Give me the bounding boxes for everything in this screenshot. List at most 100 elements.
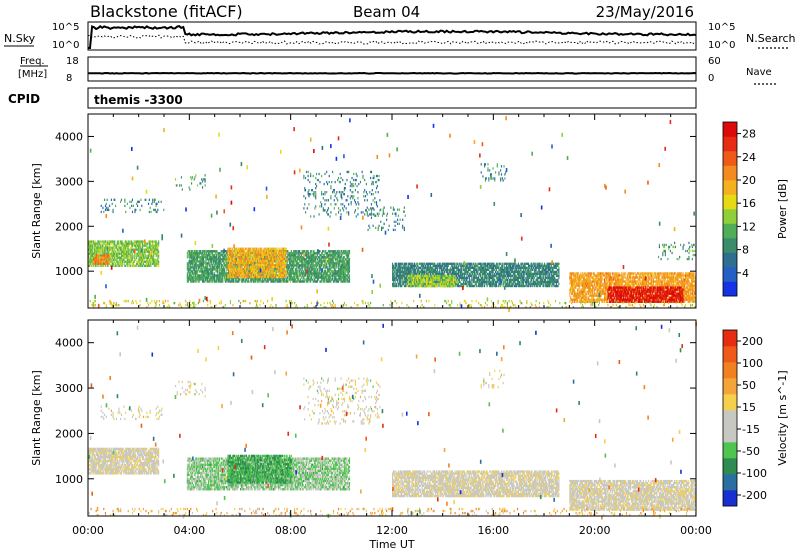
echo-cell: [456, 265, 457, 267]
echo-cell: [247, 252, 248, 254]
echo-cell: [139, 249, 140, 251]
echo-cell: [457, 277, 458, 279]
echo-cell: [435, 269, 436, 271]
freq-tick-low: 8: [66, 73, 72, 84]
echo-cell: [321, 254, 322, 256]
echo-cell: [332, 276, 333, 278]
echo-cell: [245, 268, 246, 270]
echo-cell: [294, 276, 295, 278]
echo-cell: [341, 250, 342, 252]
echo-cell: [210, 262, 211, 264]
echo-cell: [129, 244, 130, 246]
echo-cell: [95, 265, 96, 267]
echo-cell: [226, 260, 227, 262]
echo-cell: [189, 250, 190, 252]
echo-cell: [204, 280, 205, 282]
echo-cell: [119, 265, 120, 267]
echo-cell: [157, 249, 158, 251]
echo-cell: [270, 250, 271, 252]
echo-cell: [158, 255, 159, 257]
echo-cell: [98, 244, 99, 246]
echo-cell: [129, 240, 130, 242]
echo-cell: [329, 252, 330, 254]
echo-cell: [397, 281, 398, 283]
echo-cell: [214, 278, 215, 280]
echo-cell: [118, 263, 119, 265]
echo-cell: [408, 265, 409, 267]
echo-cell: [393, 265, 394, 267]
echo-cell: [256, 262, 257, 264]
echo-cell: [261, 266, 262, 268]
echo-cell: [441, 267, 442, 269]
echo-cell: [411, 269, 412, 271]
echo-cell: [339, 254, 340, 256]
echo-cell: [158, 265, 159, 267]
echo-cell: [110, 249, 111, 251]
echo-cell: [221, 262, 222, 264]
echo-cell: [392, 263, 393, 265]
echo-cell: [117, 259, 118, 261]
echo-cell: [194, 268, 195, 270]
echo-cell: [210, 254, 211, 256]
echo-cell: [105, 249, 106, 251]
echo-cell: [258, 248, 259, 250]
echo-cell: [255, 280, 256, 282]
echo-cell: [296, 268, 297, 270]
echo-cell: [187, 274, 188, 276]
noise-panel: N.Sky N.Search 10^5 10^0 10^5 10^0: [4, 22, 796, 51]
echo-cell: [437, 263, 438, 265]
echo-cell: [98, 254, 99, 256]
echo-cell: [203, 258, 204, 260]
echo-cell: [216, 260, 217, 262]
echo-cell: [192, 264, 193, 266]
echo-cell: [415, 271, 416, 273]
echo-cell: [253, 262, 254, 264]
echo-cell: [244, 256, 245, 258]
echo-cell: [233, 256, 234, 258]
echo-cell: [99, 242, 100, 244]
echo-cell: [199, 254, 200, 256]
echo-cell: [275, 280, 276, 282]
echo-cell: [285, 254, 286, 256]
echo-cell: [205, 280, 206, 282]
echo-cell: [197, 250, 198, 252]
freq-tick-high: 18: [66, 56, 79, 67]
echo-cell: [323, 250, 324, 252]
echo-cell: [402, 263, 403, 265]
echo-cell: [273, 260, 274, 262]
echo-cell: [130, 253, 131, 255]
echo-cell: [333, 260, 334, 262]
echo-cell: [400, 281, 401, 283]
echo-cell: [247, 262, 248, 264]
echo-cell: [327, 272, 328, 274]
echo-cell: [315, 268, 316, 270]
echo-cell: [261, 248, 262, 250]
echo-cell: [284, 268, 285, 270]
echo-cell: [248, 276, 249, 278]
echo-cell: [282, 250, 283, 252]
echo-cell: [308, 266, 309, 268]
echo-cell: [291, 258, 292, 260]
echo-cell: [461, 267, 462, 269]
echo-cell: [412, 263, 413, 265]
echo-cell: [254, 252, 255, 254]
echo-cell: [324, 262, 325, 264]
echo-cell: [296, 250, 297, 252]
echo-cell: [263, 258, 264, 260]
echo-cell: [439, 271, 440, 273]
echo-cell: [102, 262, 103, 264]
echo-cell: [254, 276, 255, 278]
echo-cell: [310, 280, 311, 282]
echo-cell: [329, 256, 330, 258]
echo-cell: [263, 280, 264, 282]
echo-cell: [316, 256, 317, 258]
echo-cell: [346, 258, 347, 260]
echo-cell: [95, 244, 96, 246]
echo-cell: [251, 254, 252, 256]
echo-cell: [246, 270, 247, 272]
echo-cell: [317, 258, 318, 260]
echo-cell: [225, 254, 226, 256]
echo-cell: [93, 265, 94, 267]
echo-cell: [103, 265, 104, 267]
echo-cell: [346, 266, 347, 268]
